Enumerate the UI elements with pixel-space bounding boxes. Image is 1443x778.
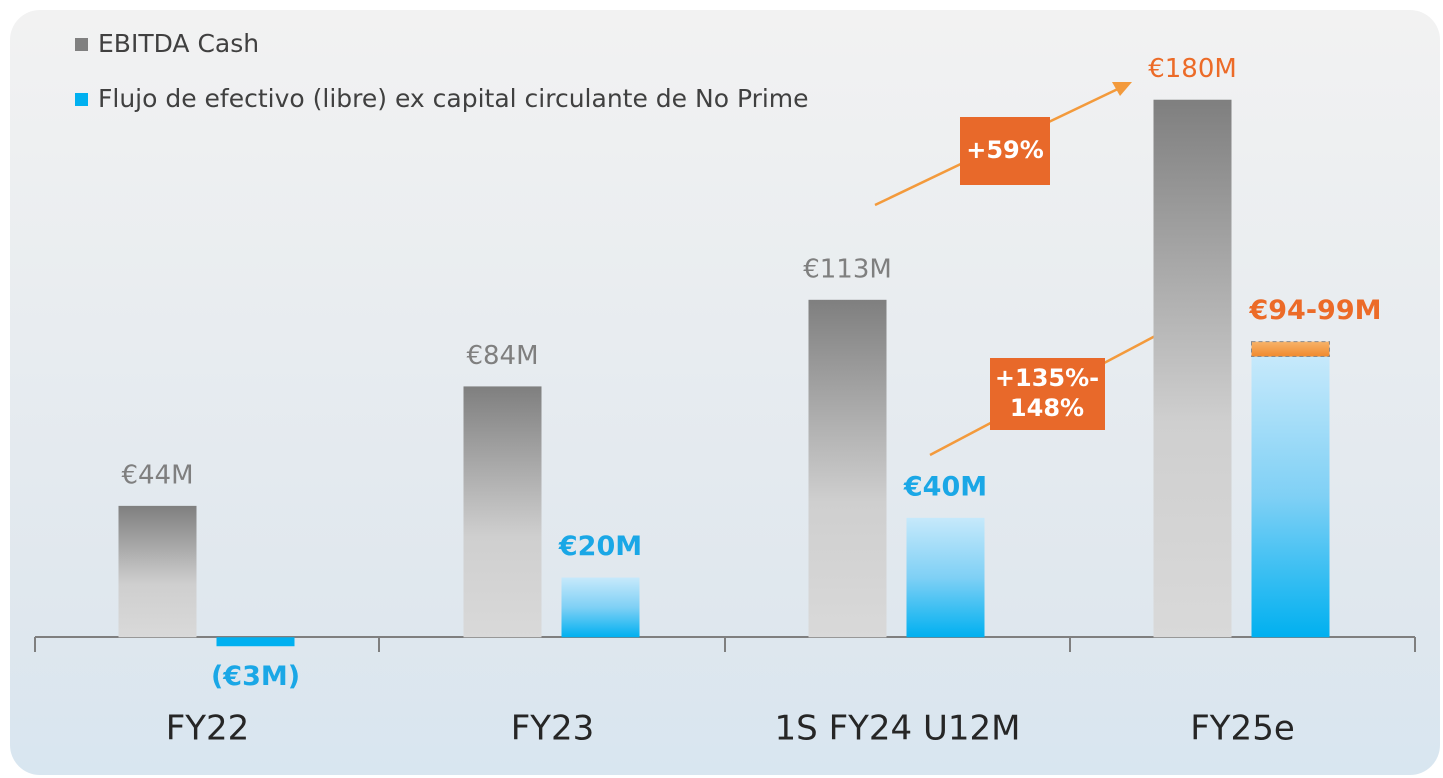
value-label: €20M [558, 531, 642, 562]
legend-swatch [75, 93, 88, 106]
bar [463, 386, 542, 638]
legend-swatch [75, 38, 88, 51]
bar [1251, 356, 1330, 638]
x-tick-label: FY25e [1190, 709, 1295, 749]
bar [808, 299, 887, 638]
range-segment [1251, 341, 1330, 358]
annotation-box [990, 358, 1105, 430]
value-label: €180M [1148, 54, 1237, 84]
bar [216, 637, 295, 647]
bar [906, 517, 985, 638]
value-label: €94-99M [1248, 295, 1381, 326]
value-label: €84M [466, 341, 538, 371]
value-label: (€3M) [211, 661, 300, 692]
bar [118, 505, 197, 638]
value-label: €44M [121, 460, 193, 490]
annotation: 148% [1010, 394, 1084, 422]
axis-ticks [34, 637, 1416, 652]
annotation: +59% [966, 136, 1044, 164]
bar [561, 577, 640, 638]
arrow-head [1112, 82, 1132, 96]
legend-label: EBITDA Cash [98, 29, 259, 58]
bar [1153, 99, 1232, 638]
annotation-box [960, 117, 1050, 185]
x-tick-label: 1S FY24 U12M [775, 709, 1021, 749]
annotation: +135%- [995, 364, 1099, 392]
value-label: €113M [803, 254, 892, 284]
value-label: €40M [903, 471, 987, 502]
background [10, 10, 1440, 775]
legend-label: Flujo de efectivo (libre) ex capital cir… [98, 84, 809, 113]
x-tick-label: FY23 [511, 709, 595, 749]
x-tick-label: FY22 [166, 709, 250, 749]
